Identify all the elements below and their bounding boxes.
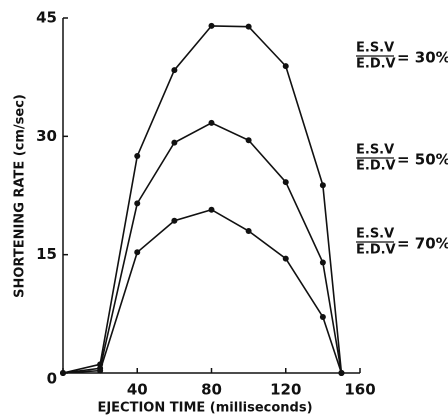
y-tick-label: 15 [36,245,57,263]
data-point [208,22,215,29]
data-point [245,23,252,30]
label-denominator: E.D.V [356,57,396,72]
label-ratio: = 70% [397,235,448,253]
data-point [245,228,252,234]
data-point [171,217,178,224]
x-tick-label: 120 [270,381,301,399]
data-point [171,67,178,74]
x-axis-label: EJECTION TIME (milliseconds) [97,401,312,416]
data-point [171,139,178,146]
label-numerator: E.S.V [356,143,394,158]
data-point [134,153,141,160]
label-numerator: E.S.V [356,41,394,56]
data-point [60,370,66,376]
x-tick-label: 160 [344,381,375,399]
label-ratio: = 50% [397,151,448,169]
label-ratio: = 30% [397,49,448,67]
y-tick-label: 45 [36,9,57,27]
data-point [97,367,104,374]
data-point [282,63,289,70]
data-point [319,313,326,320]
label-denominator: E.D.V [356,243,396,258]
label-denominator: E.D.V [356,159,396,174]
data-point [338,370,345,376]
data-point [282,179,289,186]
data-point [208,206,215,213]
x-tick-label: 40 [127,381,148,399]
x-tick-label: 80 [201,381,222,399]
data-point [134,249,141,256]
series-line [62,25,343,374]
data-point [134,200,141,207]
data-point [319,182,326,189]
data-point [208,119,215,126]
label-numerator: E.S.V [356,227,394,242]
y-axis-label: SHORTENING RATE (cm/sec) [13,94,28,298]
data-point [282,255,289,262]
y-tick-label: 30 [36,127,57,145]
data-point [245,137,252,144]
data-point [319,259,326,266]
y-tick-label: 0 [47,370,57,388]
